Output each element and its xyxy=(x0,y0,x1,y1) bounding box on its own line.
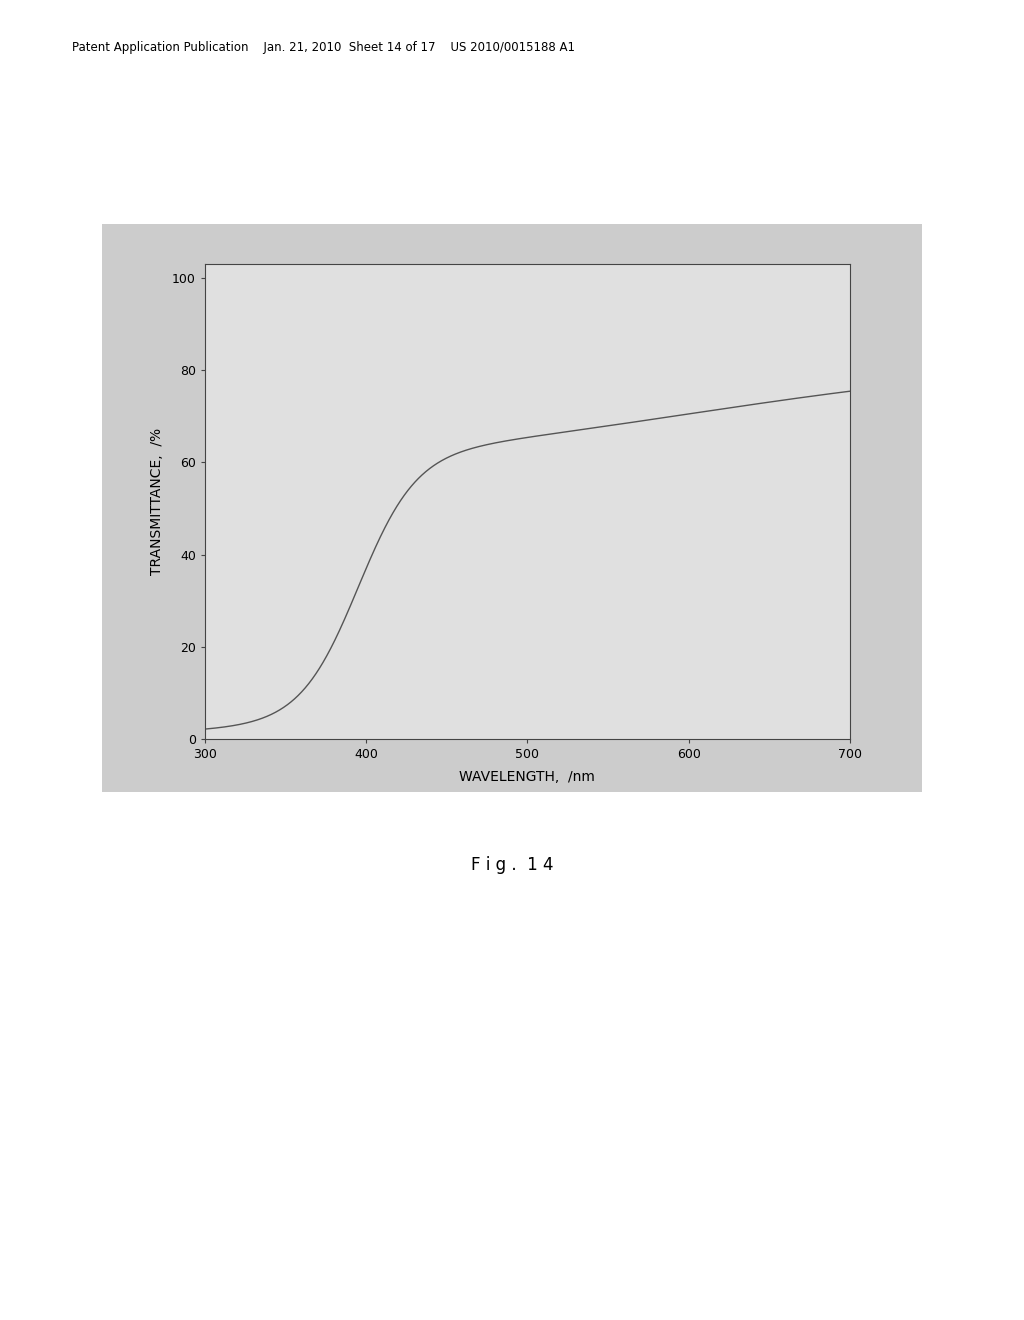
Y-axis label: TRANSMITTANCE,  /%: TRANSMITTANCE, /% xyxy=(150,428,164,576)
Text: F i g .  1 4: F i g . 1 4 xyxy=(471,855,553,874)
X-axis label: WAVELENGTH,  /nm: WAVELENGTH, /nm xyxy=(460,770,595,784)
Text: Patent Application Publication    Jan. 21, 2010  Sheet 14 of 17    US 2010/00151: Patent Application Publication Jan. 21, … xyxy=(72,41,574,54)
